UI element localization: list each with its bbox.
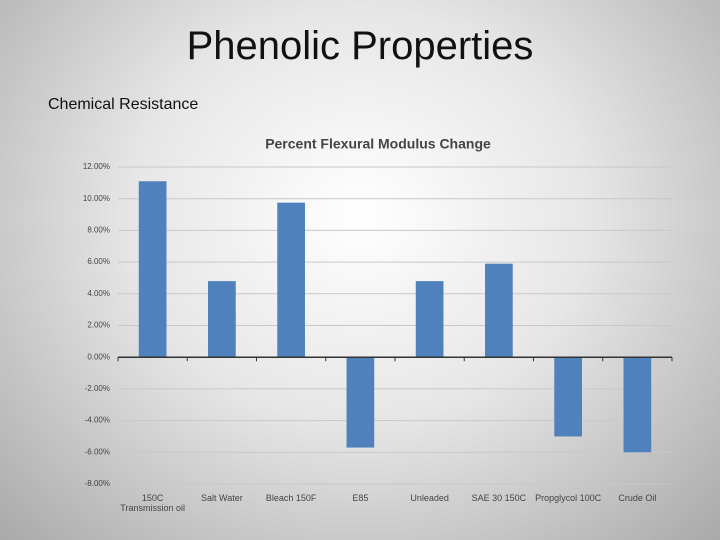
bar <box>485 263 513 358</box>
y-tick-label: -2.00% <box>85 384 110 393</box>
bar <box>346 357 375 448</box>
y-tick-label: 2.00% <box>87 321 110 330</box>
y-tick-label: -8.00% <box>85 479 110 488</box>
x-tick-label: Bleach 150F <box>265 493 317 503</box>
chart-title: Percent Flexural Modulus Change <box>265 136 491 152</box>
y-tick-label: 6.00% <box>87 257 110 266</box>
y-tick-label: 8.00% <box>87 226 110 235</box>
x-tick-label: SAE 30 150C <box>471 493 527 503</box>
bar <box>138 181 167 358</box>
bar <box>623 357 652 453</box>
x-tick-label: Crude Oil <box>618 493 657 503</box>
y-tick-label: -4.00% <box>85 416 110 425</box>
x-tick-label: E85 <box>352 493 369 503</box>
x-tick-label: Propglycol 100C <box>535 493 602 503</box>
y-tick-label: 0.00% <box>87 352 110 361</box>
bar <box>208 281 236 358</box>
slide-title: Phenolic Properties <box>186 24 534 68</box>
y-tick-label: -6.00% <box>85 447 110 456</box>
y-tick-label: 10.00% <box>83 194 110 203</box>
y-tick-label: 12.00% <box>83 162 110 171</box>
bar <box>277 202 305 358</box>
bar <box>415 281 444 358</box>
x-tick-label: 150C Transmission oil <box>120 493 185 513</box>
x-tick-label: Salt Water <box>201 493 243 503</box>
slide-subtitle: Chemical Resistance <box>48 96 199 113</box>
y-tick-label: 4.00% <box>87 289 110 298</box>
x-tick-label: Unleaded <box>410 493 449 503</box>
bar <box>554 357 582 437</box>
